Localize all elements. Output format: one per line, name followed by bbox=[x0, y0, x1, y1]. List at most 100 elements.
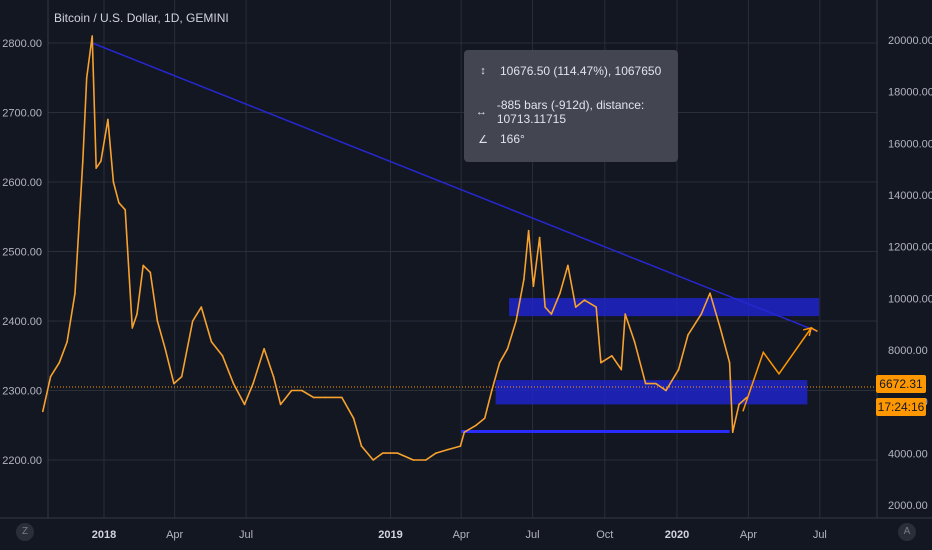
price-point bbox=[523, 278, 525, 281]
price-point bbox=[312, 396, 315, 399]
x-axis-tick-label: Apr bbox=[166, 529, 183, 541]
price-point bbox=[665, 389, 667, 392]
price-point bbox=[527, 229, 530, 232]
price-point bbox=[341, 396, 343, 399]
price-point bbox=[677, 368, 680, 371]
price-point bbox=[490, 389, 493, 392]
right-axis-tick-label: 12000.00 bbox=[888, 242, 932, 254]
price-point bbox=[41, 410, 44, 413]
price-point bbox=[124, 209, 126, 211]
left-axis-tick-label: 2800.00 bbox=[2, 38, 42, 50]
price-point bbox=[611, 354, 613, 357]
left-axis-tick-label: 2600.00 bbox=[2, 177, 42, 189]
x-axis-tick-label: 2020 bbox=[665, 529, 689, 541]
price-point bbox=[252, 382, 254, 385]
price-point bbox=[49, 375, 52, 378]
price-point bbox=[550, 313, 553, 315]
price-point bbox=[700, 313, 703, 315]
right-axis-tick-label: 18000.00 bbox=[888, 87, 932, 99]
price-point bbox=[263, 348, 265, 350]
auto-scale-button[interactable]: A bbox=[898, 523, 916, 541]
price-point bbox=[655, 382, 657, 385]
price-point bbox=[506, 348, 509, 350]
price-point bbox=[595, 306, 597, 308]
price-point bbox=[728, 361, 731, 364]
bars-range-icon: ↔ bbox=[475, 106, 487, 118]
price-series-line bbox=[42, 35, 748, 461]
projection-arrowhead bbox=[803, 326, 813, 337]
price-point bbox=[459, 445, 462, 447]
angle-icon: ∠ bbox=[478, 133, 488, 146]
price-point bbox=[191, 320, 194, 322]
price-point bbox=[498, 361, 501, 364]
price-point bbox=[58, 361, 61, 364]
price-point bbox=[66, 341, 68, 343]
price-point bbox=[719, 327, 721, 329]
price-point bbox=[107, 118, 109, 121]
price-point bbox=[360, 445, 363, 447]
price-point bbox=[435, 452, 437, 454]
price-point bbox=[738, 403, 740, 406]
price-point bbox=[210, 341, 213, 343]
right-axis-tick-label: 4000.00 bbox=[888, 448, 928, 460]
right-axis-tick-label: 16000.00 bbox=[888, 138, 932, 150]
left-axis-tick-label: 2300.00 bbox=[2, 386, 42, 398]
right-axis-tick-label: 20000.00 bbox=[888, 35, 932, 47]
price-point bbox=[574, 306, 577, 308]
price-point bbox=[142, 264, 145, 267]
price-point bbox=[544, 306, 546, 308]
price-point bbox=[290, 389, 293, 392]
bar-countdown-tag: 17:24:16 bbox=[876, 398, 926, 416]
tooltip-price-range: 10676.50 (114.47%), 1067650 bbox=[500, 64, 662, 78]
tooltip-angle-row: ∠ 166° bbox=[474, 132, 525, 146]
price-point bbox=[396, 452, 399, 454]
price-point bbox=[221, 354, 224, 357]
price-point bbox=[709, 292, 711, 295]
price-point bbox=[600, 361, 602, 364]
price-point bbox=[633, 341, 636, 343]
price-point bbox=[567, 264, 569, 267]
price-point bbox=[85, 76, 88, 79]
price-point bbox=[136, 313, 138, 315]
price-point bbox=[149, 271, 152, 274]
price-point bbox=[538, 236, 541, 239]
x-axis-tick-label: Oct bbox=[596, 529, 613, 541]
price-point bbox=[463, 431, 466, 434]
price-point bbox=[483, 417, 486, 420]
price-point bbox=[131, 327, 134, 329]
tooltip-angle: 166° bbox=[500, 132, 525, 146]
price-point bbox=[352, 417, 355, 420]
price-point bbox=[412, 459, 415, 461]
x-axis-tick-label: Apr bbox=[453, 529, 470, 541]
price-point bbox=[100, 160, 102, 162]
price-point bbox=[118, 202, 120, 204]
price-point bbox=[200, 306, 203, 308]
price-range-icon: ↕ bbox=[480, 65, 486, 77]
left-axis-tick-label: 2500.00 bbox=[2, 247, 42, 259]
price-point bbox=[232, 382, 235, 385]
price-point bbox=[475, 424, 477, 427]
price-point bbox=[624, 313, 626, 315]
x-axis-tick-label: 2019 bbox=[378, 529, 402, 541]
price-point bbox=[731, 431, 734, 434]
price-point bbox=[447, 448, 449, 451]
price-point bbox=[156, 320, 159, 322]
price-point bbox=[95, 167, 97, 169]
x-axis-tick-label: Jul bbox=[526, 529, 540, 541]
tooltip-price-row: ↕ 10676.50 (114.47%), 1067650 bbox=[474, 64, 661, 78]
price-point bbox=[243, 403, 246, 406]
price-point bbox=[180, 375, 183, 378]
price-point bbox=[272, 375, 275, 378]
zoom-reset-button[interactable]: Z bbox=[16, 523, 34, 541]
right-axis-tick-label: 10000.00 bbox=[888, 293, 932, 305]
last-price-tag: 6672.31 bbox=[876, 375, 926, 393]
x-axis-tick-label: Jul bbox=[239, 529, 253, 541]
x-axis-tick-label: 2018 bbox=[92, 529, 116, 541]
price-point bbox=[644, 382, 647, 385]
price-point bbox=[112, 181, 115, 183]
price-zone-rect bbox=[509, 298, 820, 317]
price-point bbox=[515, 320, 517, 322]
right-axis-tick-label: 14000.00 bbox=[888, 190, 932, 202]
price-point bbox=[559, 292, 561, 295]
projection-path bbox=[742, 326, 818, 412]
